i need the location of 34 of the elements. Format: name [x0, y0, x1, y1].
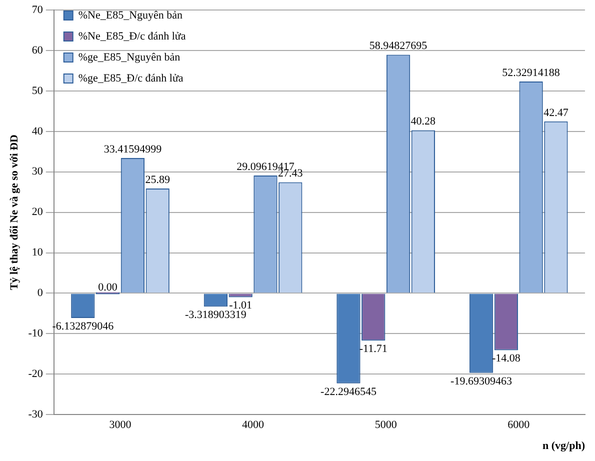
y-tick-label: -20: [28, 368, 44, 380]
legend-label: %ge_E85_Nguyên bản: [78, 51, 181, 64]
y-tick-label: -10: [28, 328, 44, 340]
data-label: -22.2946545: [320, 386, 377, 398]
x-tick-label: 4000: [242, 419, 265, 432]
y-tick-label: 0: [37, 287, 44, 300]
y-tick-label: 20: [32, 206, 44, 218]
y-tick-label: 70: [32, 4, 44, 16]
data-label: 25.89: [145, 174, 170, 186]
legend-label: %Ne_E85_Đ/c đánh lửa: [78, 30, 186, 42]
y-tick-label: 60: [32, 44, 44, 56]
y-axis-title: Tỷ lệ thay đổi Ne và ge so với ĐD: [8, 134, 20, 290]
x-axis-title: n (vg/ph): [542, 440, 586, 452]
data-label: 42.47: [544, 106, 569, 119]
x-tick-label: 3000: [109, 419, 132, 432]
data-label: -19.69309463: [450, 375, 512, 388]
legend-label: %Ne_E85_Nguyên bản: [78, 9, 184, 22]
data-label: -1.01: [229, 300, 252, 312]
data-label: -6.132879046: [52, 320, 114, 332]
x-tick-label: 6000: [508, 419, 530, 432]
y-tick-label: 30: [32, 166, 44, 178]
y-tick-label: 40: [32, 125, 44, 138]
data-label: 33.41594999: [104, 143, 162, 156]
y-tick-label: 50: [32, 84, 44, 97]
y-tick-label: -30: [28, 408, 44, 420]
data-label: 0.00: [98, 282, 118, 294]
data-label: 58.94827695: [369, 40, 428, 52]
x-tick-label: 5000: [374, 419, 398, 432]
legend-label: %ge_E85_Đ/c đánh lửa: [78, 72, 184, 84]
data-label: -3.318903319: [184, 309, 247, 322]
data-label: 52.32914188: [502, 66, 560, 79]
data-label: 27.43: [278, 168, 304, 180]
data-label: 40.28: [410, 116, 436, 128]
y-tick-label: 10: [32, 246, 44, 259]
